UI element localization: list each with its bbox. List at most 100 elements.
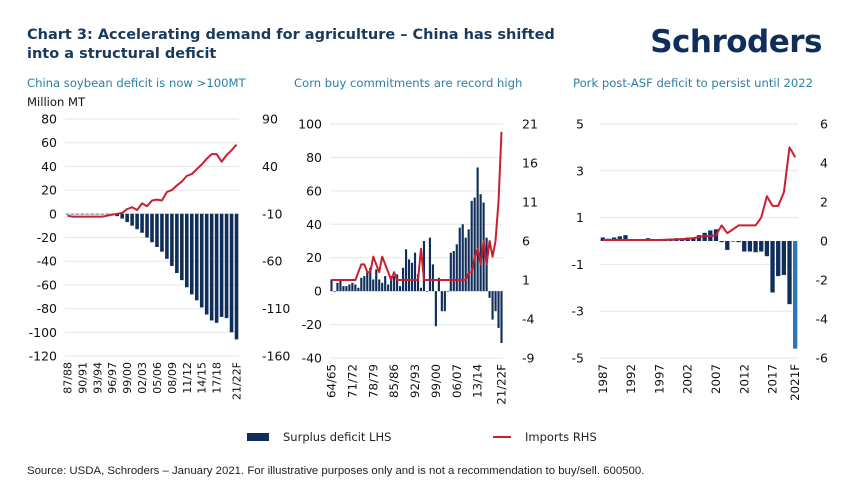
bar-surplus-deficit	[434, 291, 437, 327]
bar-surplus-deficit	[375, 269, 378, 292]
bar-surplus-deficit	[500, 291, 503, 343]
bar-surplus-deficit	[65, 213, 70, 215]
legend-item-surplus-deficit: Surplus deficit LHS	[247, 430, 391, 444]
bar-surplus-deficit	[366, 271, 369, 292]
left-axis-tick-label: -5	[572, 351, 584, 366]
bar-surplus-deficit	[115, 213, 119, 217]
legend-item-imports: Imports RHS	[493, 430, 597, 444]
right-axis-tick-label: 90	[262, 112, 278, 127]
right-axis-tick-label: 16	[522, 156, 538, 171]
bar-swatch-icon	[247, 433, 269, 441]
left-axis-tick-label: 0	[49, 206, 57, 221]
bar-surplus-deficit	[180, 213, 184, 281]
bar-surplus-deficit	[425, 291, 429, 292]
bar-surplus-deficit	[393, 276, 396, 292]
left-axis-tick-label: -100	[29, 325, 57, 340]
bar-surplus-deficit	[759, 241, 764, 252]
x-axis-tick-label: 2021F	[788, 364, 802, 401]
bar-surplus-deficit	[204, 213, 209, 315]
source-note: Source: USDA, Schroders – January 2021. …	[27, 465, 645, 477]
bar-surplus-deficit	[369, 267, 372, 292]
bar-surplus-deficit	[209, 213, 214, 321]
left-axis-tick-label: 20	[306, 250, 322, 265]
bar-surplus-deficit	[75, 213, 80, 215]
bar-surplus-deficit	[155, 213, 159, 247]
bar-surplus-deficit	[360, 277, 363, 292]
x-axis-tick-label: 96/97	[106, 362, 119, 394]
bar-surplus-deficit	[476, 167, 479, 292]
bar-surplus-deficit	[145, 213, 149, 238]
x-axis-tick-label: 92/93	[408, 364, 422, 398]
right-axis-tick-label: 0	[820, 234, 828, 249]
bar-surplus-deficit	[399, 286, 402, 292]
bar-surplus-deficit	[497, 291, 500, 328]
bar-surplus-deficit	[431, 264, 434, 292]
left-axis-tick-label: 20	[41, 183, 57, 198]
bar-surplus-deficit	[736, 241, 741, 243]
left-axis-tick-label: 80	[41, 112, 57, 127]
bar-surplus-deficit	[691, 238, 696, 241]
right-axis-tick-label: -110	[262, 301, 290, 316]
x-axis-tick-label: 11/12	[181, 362, 194, 394]
left-axis-tick-label: -3	[572, 304, 584, 319]
bar-surplus-deficit	[95, 213, 100, 215]
bar-surplus-deficit	[219, 213, 224, 317]
left-axis-tick-label: 0	[314, 284, 322, 299]
bar-surplus-deficit	[342, 286, 345, 292]
left-axis-tick-label: -40	[37, 254, 57, 269]
x-axis-tick-label: 1987	[596, 364, 610, 394]
right-axis-tick-label: 40	[262, 159, 278, 174]
bar-surplus-deficit	[160, 213, 164, 252]
x-axis-tick-label: 90/91	[76, 362, 89, 394]
bar-surplus-deficit	[742, 241, 747, 252]
bar-surplus-deficit	[719, 241, 724, 243]
bar-surplus-deficit	[90, 213, 95, 215]
bar-surplus-deficit	[725, 241, 730, 250]
bar-surplus-deficit	[185, 213, 189, 288]
bar-surplus-deficit	[363, 276, 366, 292]
bar-surplus-deficit	[793, 241, 798, 349]
bar-surplus-deficit	[214, 213, 219, 323]
bar-surplus-deficit	[449, 252, 452, 292]
bar-surplus-deficit	[336, 282, 339, 292]
bar-surplus-deficit	[422, 241, 426, 292]
corn-chart: 100 80 60 40 20 0 -20 -40 21 16 11 6 1 -4 -9 64/65 71/72…	[298, 117, 538, 405]
bar-surplus-deficit	[416, 274, 420, 292]
x-axis-tick-label: 2007	[709, 364, 723, 394]
right-axis-tick-label: 6	[820, 117, 828, 132]
bar-surplus-deficit	[372, 279, 375, 292]
bar-surplus-deficit	[135, 213, 139, 230]
bar-surplus-deficit	[764, 241, 770, 257]
left-axis-tick-label: 100	[298, 117, 322, 132]
bar-surplus-deficit	[410, 262, 414, 292]
bar-surplus-deficit	[165, 213, 169, 259]
bar-surplus-deficit	[120, 213, 124, 219]
bar-surplus-deficit	[199, 213, 204, 308]
right-axis-tick-label: 6	[522, 234, 530, 249]
legend-label-imports: Imports RHS	[525, 430, 597, 444]
right-axis-tick-label: 11	[522, 195, 538, 210]
x-axis-tick-label: 78/79	[366, 364, 380, 398]
pork-chart: 5 3 1 -1 -3 -5 6 4 2 0 -2 -4 -6 1987 1992 1997 2002 2007 2…	[572, 117, 829, 401]
left-axis-tick-label: 40	[41, 159, 57, 174]
left-axis-tick-label: 40	[306, 217, 322, 232]
right-axis-tick-label: 2	[820, 195, 828, 210]
left-axis-tick-label: -20	[302, 317, 322, 332]
bar-surplus-deficit	[189, 213, 194, 295]
bar-surplus-deficit	[70, 213, 75, 215]
bar-surplus-deficit	[384, 276, 387, 292]
left-axis-tick-label: -60	[37, 277, 57, 292]
bar-surplus-deficit	[455, 244, 458, 292]
chart-title: Chart 3: Accelerating demand for agricul…	[27, 27, 555, 62]
right-axis-tick-label: -160	[262, 349, 290, 364]
panel-soybean-subtitle: China soybean deficit is now >100MT	[27, 76, 246, 90]
bar-surplus-deficit	[467, 229, 470, 292]
bar-surplus-deficit	[488, 291, 491, 298]
left-axis-tick-label: -1	[572, 257, 584, 272]
bar-surplus-deficit	[787, 241, 792, 305]
x-axis-tick-label: 2012	[737, 364, 751, 394]
right-axis-tick-label: -60	[262, 254, 282, 269]
bar-surplus-deficit	[224, 213, 229, 319]
bar-surplus-deficit	[354, 284, 357, 292]
bar-surplus-deficit	[446, 291, 449, 292]
